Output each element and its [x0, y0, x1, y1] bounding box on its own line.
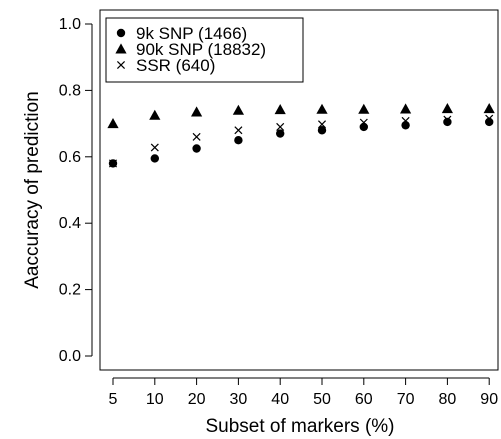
x-tick-label: 60	[355, 391, 373, 408]
legend-label: 90k SNP (18832)	[136, 40, 266, 59]
point-cross	[485, 114, 494, 123]
legend-label: 9k SNP (1466)	[136, 24, 247, 43]
point-cross	[150, 143, 159, 152]
legend: 9k SNP (1466)90k SNP (18832)SSR (640)	[105, 17, 304, 83]
data-points	[107, 103, 495, 168]
point-cross	[317, 120, 327, 129]
y-tick-label: 0.2	[59, 282, 81, 299]
point-cross	[108, 159, 118, 168]
point-cross	[276, 122, 285, 131]
legend-cross-icon	[116, 60, 126, 70]
legend-box	[105, 17, 304, 83]
x-tick-label: 30	[230, 391, 248, 408]
point-triangle	[400, 103, 412, 114]
x-tick-label: 90	[480, 391, 498, 408]
point-triangle	[483, 103, 495, 114]
legend-circle-icon	[116, 28, 126, 38]
x-axis-title: Subset of markers (%)	[206, 416, 395, 437]
y-tick-label: 0.4	[59, 215, 81, 232]
series-cross	[108, 114, 494, 168]
point-circle	[150, 154, 159, 163]
point-triangle	[358, 103, 370, 114]
legend-label: SSR (640)	[136, 56, 215, 75]
point-cross	[359, 118, 368, 127]
point-circle	[317, 126, 327, 135]
legend-entry: 9k SNP (1466)	[116, 24, 247, 43]
point-cross	[443, 115, 452, 124]
point-circle	[401, 121, 410, 130]
x-axis: 5 10 20 30 40 50 60 70 80 90	[109, 377, 498, 408]
x-tick-label: 50	[313, 391, 331, 408]
series-triangle	[107, 103, 495, 129]
point-cross	[234, 126, 243, 135]
point-triangle	[191, 106, 203, 117]
y-axis-title: Aaccuracy of prediction	[22, 91, 43, 289]
point-circle	[234, 136, 243, 145]
x-tick-label: 40	[271, 391, 289, 408]
point-triangle	[232, 104, 244, 115]
x-tick-label: 10	[146, 391, 164, 408]
y-tick-label: 0.0	[59, 348, 81, 365]
legend-entry: SSR (640)	[116, 56, 215, 75]
point-circle	[276, 129, 285, 138]
point-triangle	[316, 103, 328, 114]
y-tick-label: 0.6	[59, 149, 81, 166]
x-tick-label: 5	[109, 391, 118, 408]
point-triangle	[149, 109, 161, 120]
point-cross	[401, 116, 410, 125]
point-circle	[359, 122, 368, 132]
point-circle	[485, 117, 494, 127]
legend-triangle-icon	[115, 43, 127, 54]
x-tick-label: 80	[439, 391, 457, 408]
y-tick-label: 1.0	[59, 16, 81, 33]
point-circle	[192, 144, 201, 153]
point-triangle	[441, 103, 453, 114]
y-tick-label: 0.8	[59, 82, 81, 99]
legend-entry: 90k SNP (18832)	[115, 40, 266, 59]
x-tick-label: 70	[397, 391, 415, 408]
x-tick-label: 20	[188, 391, 206, 408]
point-cross	[192, 132, 201, 141]
point-triangle	[107, 118, 119, 129]
point-circle	[443, 117, 452, 127]
y-axis: 0.0 0.2 0.4 0.6 0.8 1.0	[59, 16, 93, 365]
point-triangle	[274, 104, 286, 115]
plot-area-frame	[99, 9, 499, 371]
series-circle	[108, 117, 494, 168]
